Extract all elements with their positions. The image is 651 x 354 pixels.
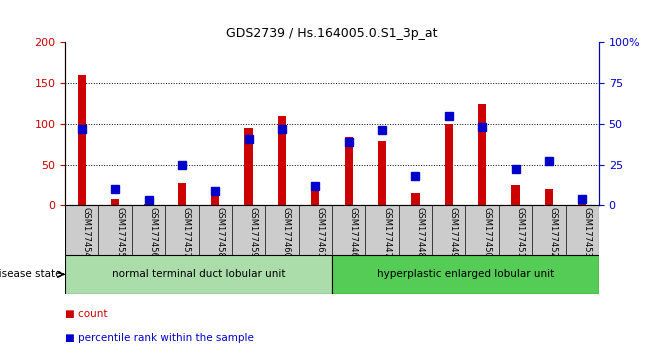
Text: GSM177449: GSM177449 (449, 207, 458, 258)
Bar (178, 183, 186, 205)
Text: GSM177457: GSM177457 (182, 207, 191, 258)
Bar (411, 193, 420, 205)
Text: GSM177447: GSM177447 (382, 207, 391, 258)
Text: GSM177451: GSM177451 (516, 207, 525, 258)
Text: GSM177455: GSM177455 (115, 207, 124, 258)
Text: GSM177453: GSM177453 (582, 207, 591, 258)
Title: GDS2739 / Hs.164005.0.S1_3p_at: GDS2739 / Hs.164005.0.S1_3p_at (227, 27, 437, 40)
Text: normal terminal duct lobular unit: normal terminal duct lobular unit (112, 269, 285, 279)
Bar (378, 141, 386, 205)
Text: GSM177461: GSM177461 (315, 207, 324, 258)
Text: GSM177448: GSM177448 (415, 207, 424, 258)
Text: GSM177458: GSM177458 (215, 207, 224, 258)
Text: GSM177452: GSM177452 (549, 207, 558, 258)
Bar (145, 204, 153, 205)
Bar (478, 104, 486, 205)
Bar (65, 255, 332, 294)
Text: GSM177460: GSM177460 (282, 207, 291, 258)
Bar (111, 199, 119, 205)
Text: hyperplastic enlarged lobular unit: hyperplastic enlarged lobular unit (377, 269, 554, 279)
Text: GSM177450: GSM177450 (482, 207, 491, 258)
Text: ■ percentile rank within the sample: ■ percentile rank within the sample (65, 333, 254, 343)
Text: ■ count: ■ count (65, 309, 107, 319)
Bar (511, 185, 519, 205)
Bar (578, 203, 587, 205)
Bar (344, 137, 353, 205)
Bar (445, 124, 453, 205)
Text: GSM177456: GSM177456 (148, 207, 158, 258)
Bar (211, 194, 219, 205)
Bar (545, 189, 553, 205)
Text: disease state: disease state (0, 269, 62, 279)
Bar (311, 189, 320, 205)
Bar (278, 116, 286, 205)
Bar (244, 128, 253, 205)
Text: GSM177459: GSM177459 (249, 207, 258, 258)
Bar (332, 255, 599, 294)
Text: GSM177446: GSM177446 (349, 207, 357, 258)
Text: GSM177454: GSM177454 (82, 207, 90, 258)
Bar (77, 75, 86, 205)
